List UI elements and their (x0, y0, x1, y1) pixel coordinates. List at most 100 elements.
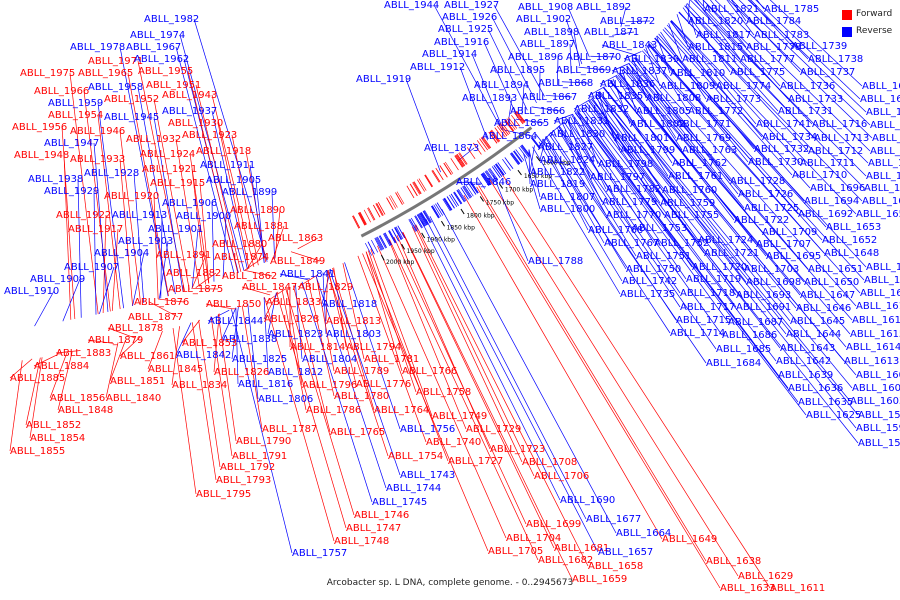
gene-label[interactable]: ABLL_1910 (4, 286, 59, 297)
gene-label[interactable]: ABLL_1721 (704, 248, 759, 259)
gene-label[interactable]: ABLL_1913 (112, 210, 167, 221)
gene-label[interactable]: ABLL_1710 (792, 170, 847, 181)
gene-label[interactable]: ABLL_1697 (862, 81, 900, 92)
gene-label[interactable]: ABLL_1765 (330, 427, 385, 438)
gene-label[interactable]: ABLL_1689 (860, 94, 900, 105)
gene-label[interactable]: ABLL_1786 (306, 405, 361, 416)
gene-label[interactable]: ABLL_1760 (662, 185, 717, 196)
gene-label[interactable]: ABLL_1781 (364, 354, 419, 365)
gene-label[interactable]: ABLL_1855 (10, 446, 65, 457)
gene-label[interactable]: ABLL_1818 (322, 299, 377, 310)
gene-label[interactable]: ABLL_1693 (736, 290, 791, 301)
gene-label[interactable]: ABLL_1905 (206, 175, 261, 186)
gene-label[interactable]: ABLL_1726 (738, 189, 793, 200)
gene-label[interactable]: ABLL_1975 (20, 68, 75, 79)
gene-label[interactable]: ABLL_1862 (222, 271, 277, 282)
gene-label[interactable]: ABLL_1699 (526, 519, 581, 530)
gene-label[interactable]: ABLL_1837 (612, 66, 667, 77)
gene-label[interactable]: ABLL_1982 (144, 14, 199, 25)
gene-label[interactable]: ABLL_1713 (814, 133, 869, 144)
gene-label[interactable]: ABLL_1902 (516, 14, 571, 25)
gene-label[interactable]: ABLL_1738 (808, 54, 863, 65)
gene-label[interactable]: ABLL_1758 (416, 387, 471, 398)
gene-label[interactable]: ABLL_1850 (206, 299, 261, 310)
gene-label[interactable]: ABLL_1797 (590, 172, 645, 183)
gene-label[interactable]: ABLL_1749 (432, 411, 487, 422)
gene-label[interactable]: ABLL_1933 (70, 154, 125, 165)
gene-label[interactable]: ABLL_1907 (64, 262, 119, 273)
gene-label[interactable]: ABLL_1658 (588, 561, 643, 572)
gene-label[interactable]: ABLL_1682 (538, 555, 593, 566)
gene-label[interactable]: ABLL_1893 (462, 93, 517, 104)
gene-label[interactable]: ABLL_1720 (692, 262, 747, 273)
gene-label[interactable]: ABLL_1653 (826, 222, 881, 233)
gene-label[interactable]: ABLL_1688 (866, 107, 900, 118)
gene-label[interactable]: ABLL_1947 (44, 138, 99, 149)
gene-label[interactable]: ABLL_1851 (110, 376, 165, 387)
gene-label[interactable]: ABLL_1867 (522, 92, 577, 103)
gene-label[interactable]: ABLL_1704 (506, 533, 561, 544)
gene-label[interactable]: ABLL_1743 (400, 470, 455, 481)
gene-label[interactable]: ABLL_1958 (88, 82, 143, 93)
gene-label[interactable]: ABLL_1853 (182, 338, 237, 349)
gene-label[interactable]: ABLL_1962 (134, 54, 189, 65)
gene-label[interactable]: ABLL_1932 (126, 134, 181, 145)
gene-label[interactable]: ABLL_1816 (238, 379, 293, 390)
gene-label[interactable]: ABLL_1906 (162, 198, 217, 209)
gene-label[interactable]: ABLL_1663 (868, 158, 900, 169)
gene-label[interactable]: ABLL_1730 (748, 157, 803, 168)
gene-label[interactable]: ABLL_1703 (744, 264, 799, 275)
gene-label[interactable]: ABLL_1716 (812, 119, 867, 130)
gene-label[interactable]: ABLL_1616 (852, 315, 900, 326)
gene-label[interactable]: ABLL_1750 (626, 264, 681, 275)
gene-label[interactable]: ABLL_1780 (334, 391, 389, 402)
gene-label[interactable]: ABLL_1800 (540, 204, 595, 215)
gene-label[interactable]: ABLL_1918 (196, 146, 251, 157)
gene-label[interactable]: ABLL_1625 (806, 410, 861, 421)
gene-label[interactable]: ABLL_1880 (212, 239, 267, 250)
gene-label[interactable]: ABLL_1695 (766, 251, 821, 262)
gene-label[interactable]: ABLL_1868 (538, 78, 593, 89)
gene-label[interactable]: ABLL_1604 (852, 383, 900, 394)
gene-label[interactable]: ABLL_1909 (30, 274, 85, 285)
gene-label[interactable]: ABLL_1745 (372, 497, 427, 508)
gene-label[interactable]: ABLL_1900 (176, 211, 231, 222)
gene-label[interactable]: ABLL_1971 (88, 56, 143, 67)
gene-label[interactable]: ABLL_1883 (56, 348, 111, 359)
gene-label[interactable]: ABLL_1819 (530, 179, 585, 190)
gene-label[interactable]: ABLL_1839 (624, 54, 679, 65)
gene-label[interactable]: ABLL_1774 (716, 81, 771, 92)
gene-label[interactable]: ABLL_1712 (808, 146, 863, 157)
gene-label[interactable]: ABLL_1759 (660, 198, 715, 209)
gene-label[interactable]: ABLL_1636 (788, 383, 843, 394)
gene-label[interactable]: ABLL_1845 (148, 364, 203, 375)
gene-label[interactable]: ABLL_1766 (402, 366, 457, 377)
gene-label[interactable]: ABLL_1956 (12, 122, 67, 133)
gene-label[interactable]: ABLL_1752 (654, 238, 709, 249)
gene-label[interactable]: ABLL_1740 (426, 437, 481, 448)
gene-label[interactable]: ABLL_1778 (746, 42, 801, 53)
gene-label[interactable]: ABLL_1866 (510, 106, 565, 117)
gene-label[interactable]: ABLL_1751 (636, 251, 691, 262)
gene-label[interactable]: ABLL_1874 (214, 252, 269, 263)
gene-label[interactable]: ABLL_1789 (334, 366, 389, 377)
gene-label[interactable]: ABLL_1841 (280, 269, 335, 280)
gene-label[interactable]: ABLL_1605 (856, 370, 900, 381)
gene-label[interactable]: ABLL_1829 (298, 282, 353, 293)
gene-label[interactable]: ABLL_1795 (196, 489, 251, 500)
gene-label[interactable]: ABLL_1642 (776, 356, 831, 367)
gene-label[interactable]: ABLL_1881 (234, 221, 289, 232)
gene-label[interactable]: ABLL_1803 (326, 329, 381, 340)
gene-label[interactable]: ABLL_1723 (490, 444, 545, 455)
gene-label[interactable]: ABLL_1667 (870, 146, 900, 157)
gene-label[interactable]: ABLL_1911 (200, 160, 255, 171)
gene-label[interactable]: ABLL_1823 (268, 329, 323, 340)
gene-label[interactable]: ABLL_1681 (554, 543, 609, 554)
gene-label[interactable]: ABLL_1842 (176, 350, 231, 361)
gene-label[interactable]: ABLL_1844 (208, 316, 263, 327)
gene-label[interactable]: ABLL_1946 (70, 126, 125, 137)
gene-label[interactable]: ABLL_1644 (786, 329, 841, 340)
gene-label[interactable]: ABLL_1729 (466, 424, 521, 435)
gene-label[interactable]: ABLL_1926 (442, 12, 497, 23)
gene-label[interactable]: ABLL_1937 (162, 106, 217, 117)
